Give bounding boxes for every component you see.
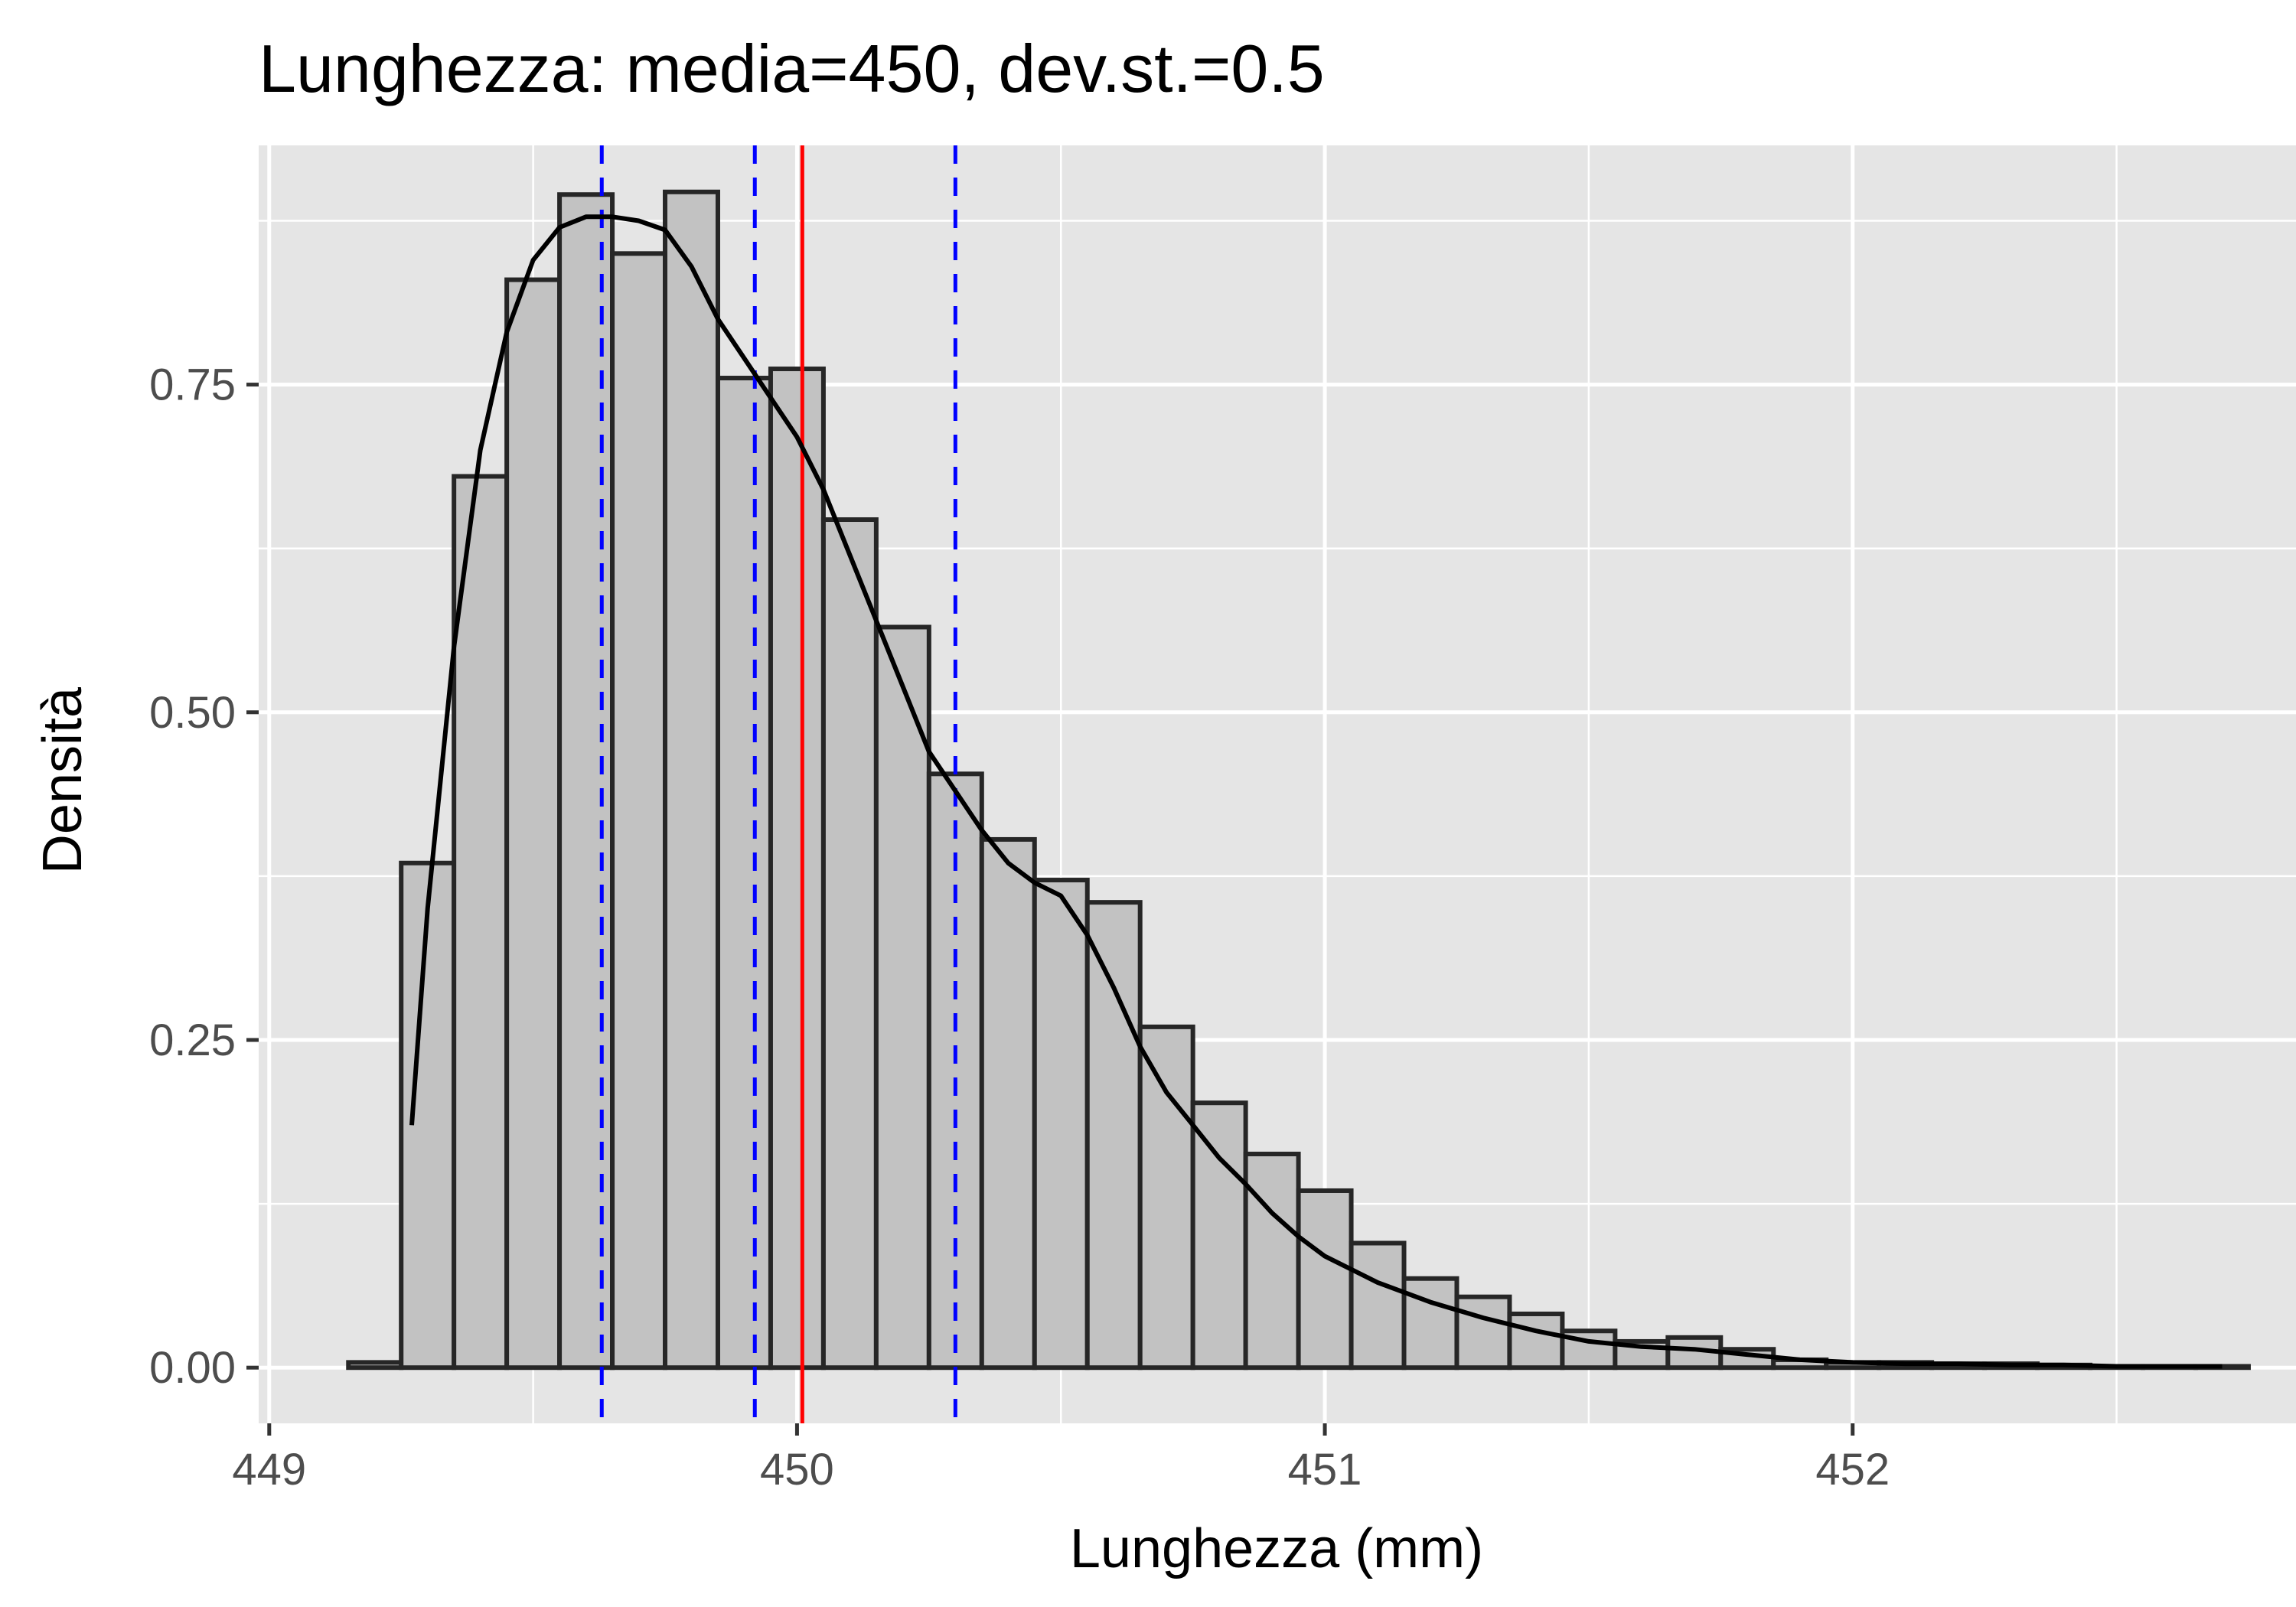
histogram-bar xyxy=(452,474,510,1371)
x-tick-label: 451 xyxy=(1288,1445,1362,1495)
histogram-bar xyxy=(820,517,879,1371)
y-tick-label: 0.00 xyxy=(149,1343,236,1393)
x-axis: 449 450 451 452 xyxy=(232,1423,1890,1495)
y-tick-label: 0.75 xyxy=(149,360,236,410)
x-axis-title: Lunghezza (mm) xyxy=(1070,1518,1483,1579)
x-tick-label: 450 xyxy=(760,1445,834,1495)
histogram-bar xyxy=(1296,1188,1354,1371)
reference-lines xyxy=(599,145,957,1423)
density-curve xyxy=(409,214,2223,1369)
histogram-bar xyxy=(1454,1294,1512,1371)
histogram-bar xyxy=(1032,878,1090,1371)
y-tick-label: 0.50 xyxy=(149,688,236,738)
histogram-bar xyxy=(557,192,615,1371)
histogram-bar xyxy=(979,836,1037,1371)
histogram-bar xyxy=(504,277,563,1371)
histogram-bar xyxy=(1243,1152,1301,1371)
y-axis: 0.00 0.25 0.50 0.75 xyxy=(149,360,259,1393)
histogram-bar xyxy=(1084,900,1143,1371)
histogram-bar xyxy=(610,251,668,1371)
histogram-bar xyxy=(715,376,773,1371)
histogram-bar xyxy=(399,860,457,1371)
y-axis-title: Densità xyxy=(32,686,93,874)
chart-title: Lunghezza: media=450, dev.st.=0.5 xyxy=(259,31,1325,106)
histogram-bar xyxy=(1349,1240,1407,1371)
x-tick-label: 452 xyxy=(1815,1445,1890,1495)
histogram-bar xyxy=(1507,1311,1565,1371)
histogram-bar xyxy=(1137,1024,1195,1371)
histogram-bar xyxy=(1190,1100,1248,1371)
histogram-bar xyxy=(346,1360,404,1371)
y-tick-label: 0.25 xyxy=(149,1015,236,1065)
histogram-bar xyxy=(873,624,931,1371)
x-tick-label: 449 xyxy=(232,1445,306,1495)
histogram-bar xyxy=(663,189,720,1371)
histogram-bar xyxy=(1401,1276,1459,1371)
histogram-bar xyxy=(768,367,826,1371)
